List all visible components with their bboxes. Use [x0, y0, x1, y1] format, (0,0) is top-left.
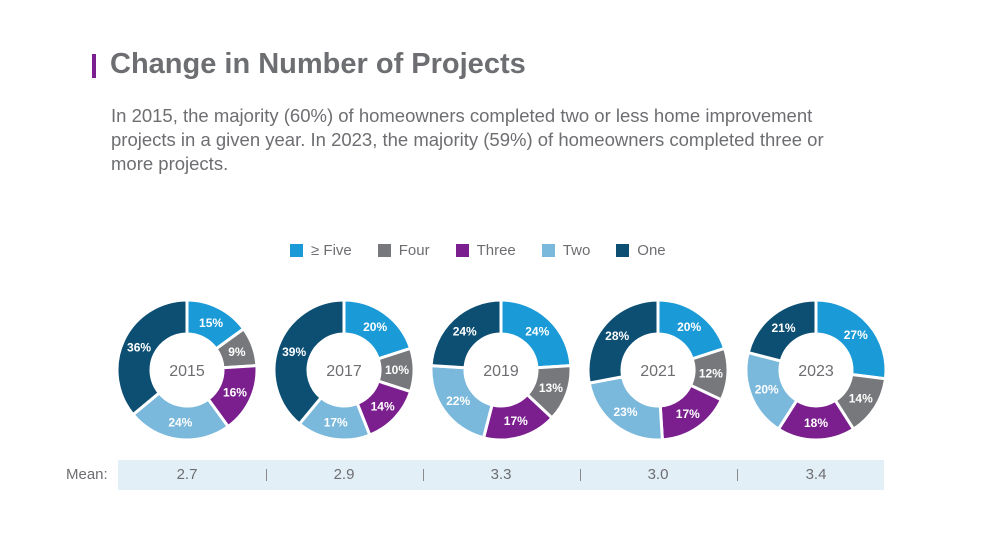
slice-data-label: 20%: [677, 320, 701, 334]
slice-data-label: 14%: [849, 391, 873, 405]
mean-value: 2.9: [333, 466, 355, 483]
slice-data-label: 14%: [371, 399, 395, 413]
slice-data-label: 24%: [168, 416, 192, 430]
donut-year-label: 2019: [483, 363, 519, 380]
donut-slice: [429, 298, 503, 370]
mean-band: [118, 460, 884, 490]
legend-item: Three: [455, 242, 516, 259]
mean-value: 3.0: [647, 466, 669, 483]
donut-slice: [272, 298, 346, 427]
title-accent-bar: [92, 54, 96, 78]
slice-data-label: 15%: [199, 316, 223, 330]
mean-separator: [422, 469, 424, 481]
slice-data-label: 16%: [223, 386, 247, 400]
donut-year-label: 2015: [169, 363, 205, 380]
legend-label: Three: [476, 242, 516, 259]
legend-label: ≥ Five: [311, 242, 352, 259]
legend-swatch: [455, 244, 469, 257]
donut-charts: 15% 9% 16% 24% 36% 2015 20% 10% 14% 17% 39% 2017 24%…: [115, 298, 888, 442]
legend-item: Two: [541, 242, 591, 259]
legend-swatch: [290, 244, 303, 257]
legend-label: Four: [398, 242, 430, 259]
slice-data-label: 10%: [385, 363, 409, 377]
legend-swatch: [541, 244, 555, 257]
slice-data-label: 27%: [844, 328, 868, 342]
donut-slice: [814, 298, 888, 381]
mean-value: 2.7: [176, 466, 198, 483]
slice-data-label: 17%: [504, 414, 528, 428]
legend-swatch: [616, 244, 630, 257]
slice-data-label: 24%: [453, 324, 477, 338]
donut-slice: [499, 298, 573, 370]
slice-data-label: 20%: [755, 383, 779, 397]
slice-data-label: 20%: [363, 320, 387, 334]
mean-value: 3.3: [490, 466, 512, 483]
donut-year-label: 2017: [326, 363, 362, 380]
page-title: Change in Number of Projects: [110, 48, 526, 80]
donut-year-label: 2023: [798, 363, 834, 380]
slice-data-label: 28%: [605, 329, 629, 343]
slice-data-label: 39%: [282, 345, 306, 359]
donut-slice: [746, 298, 818, 363]
legend-label: Two: [562, 242, 591, 259]
slice-data-label: 9%: [228, 345, 246, 359]
donut-slice: [130, 390, 231, 442]
donut-slice: [586, 298, 660, 385]
subtitle: In 2015, the majority (60%) of homeowner…: [111, 105, 824, 174]
slice-data-label: 21%: [772, 321, 796, 335]
slice-data-label: 17%: [676, 407, 700, 421]
legend-swatch: [377, 244, 391, 257]
legend-label: One: [637, 242, 666, 259]
donut-slice: [115, 298, 189, 417]
slice-data-label: 17%: [324, 415, 348, 429]
donut-year-label: 2021: [640, 363, 676, 380]
slice-data-label: 12%: [699, 366, 723, 380]
slice-data-label: 36%: [127, 340, 151, 354]
legend-item: One: [616, 242, 666, 259]
legend-item: ≥ Five: [290, 242, 352, 259]
mean-label: Mean:: [66, 466, 108, 483]
legend-item: Four: [377, 242, 430, 259]
mean-separator: [737, 469, 738, 481]
slice-data-label: 22%: [446, 394, 470, 408]
legend: ≥ Five Four Three Two One: [290, 242, 666, 259]
mean-value: 3.4: [805, 466, 827, 483]
slice-data-label: 13%: [539, 381, 563, 395]
slice-data-label: 24%: [525, 324, 549, 338]
slice-data-label: 18%: [804, 416, 828, 430]
slice-data-label: 23%: [614, 405, 638, 419]
mean-separator: [579, 469, 581, 481]
mean-separator: [265, 469, 267, 481]
